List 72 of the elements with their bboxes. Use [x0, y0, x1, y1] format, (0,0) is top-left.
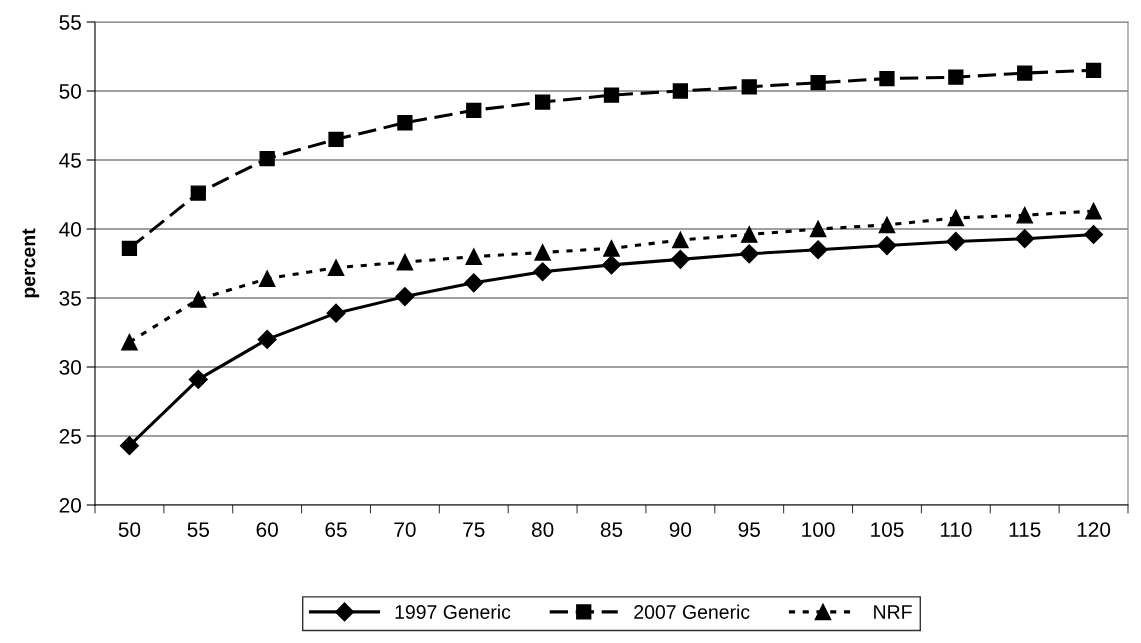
- point: [397, 115, 413, 131]
- point: [948, 69, 964, 85]
- point: [465, 248, 483, 265]
- point: [534, 244, 551, 261]
- y-tick-label: 40: [59, 222, 81, 237]
- point: [1085, 62, 1102, 78]
- point: [601, 255, 622, 275]
- x-tick-label: 115: [1009, 522, 1041, 537]
- x-tick-label: 120: [1077, 522, 1111, 537]
- x-tick-label: 50: [118, 522, 141, 537]
- point: [879, 70, 895, 87]
- point: [258, 270, 276, 288]
- y-tick-label: 45: [59, 153, 81, 168]
- x-tick-label: 95: [738, 522, 760, 537]
- point: [121, 240, 138, 256]
- legend-label: 1997 Generic: [395, 604, 511, 619]
- point: [121, 333, 138, 351]
- point: [190, 185, 206, 201]
- point: [672, 231, 689, 249]
- point: [326, 303, 346, 323]
- x-tick-label: 100: [802, 522, 835, 537]
- point: [1084, 224, 1104, 245]
- point: [464, 273, 484, 293]
- point: [603, 239, 620, 257]
- point: [877, 236, 897, 256]
- point: [878, 216, 896, 234]
- point: [1016, 206, 1034, 224]
- point: [328, 131, 344, 147]
- x-tick-label: 85: [600, 522, 623, 537]
- point: [672, 83, 689, 99]
- point: [466, 102, 482, 118]
- point: [1017, 65, 1033, 81]
- point: [739, 244, 759, 264]
- point: [257, 329, 277, 349]
- point: [740, 226, 758, 243]
- point: [188, 369, 208, 389]
- point: [947, 209, 965, 227]
- point: [670, 249, 690, 269]
- legend-label: 2007 Generic: [634, 604, 750, 619]
- point: [809, 220, 827, 238]
- point: [533, 262, 553, 282]
- y-tick-label: 25: [59, 429, 81, 444]
- point: [808, 240, 828, 260]
- point: [395, 287, 415, 307]
- x-tick-label: 105: [871, 522, 904, 537]
- point: [1015, 229, 1035, 249]
- point: [946, 231, 966, 251]
- y-tick-label: 55: [59, 15, 81, 30]
- y-tick-label: 20: [59, 498, 81, 513]
- x-tick-label: 80: [531, 522, 554, 537]
- x-tick-label: 75: [463, 522, 485, 537]
- point: [741, 79, 757, 95]
- y-axis-title: percent: [22, 228, 40, 298]
- point: [119, 436, 139, 456]
- y-tick-label: 50: [59, 84, 81, 99]
- x-tick-label: 90: [669, 522, 692, 537]
- x-tick-label: 60: [256, 522, 278, 537]
- point: [1085, 202, 1102, 220]
- x-tick-label: 70: [394, 522, 416, 537]
- x-tick-label: 55: [187, 522, 210, 537]
- point: [396, 253, 414, 271]
- point: [189, 291, 207, 308]
- point: [810, 75, 826, 91]
- x-tick-label: 65: [325, 522, 347, 537]
- point: [259, 150, 275, 167]
- point: [534, 94, 551, 110]
- y-tick-label: 35: [59, 291, 81, 306]
- y-tick-label: 30: [59, 360, 81, 375]
- point: [603, 87, 620, 103]
- x-tick-label: 110: [940, 522, 972, 537]
- legend-label: NRF: [874, 605, 912, 619]
- point: [327, 259, 345, 276]
